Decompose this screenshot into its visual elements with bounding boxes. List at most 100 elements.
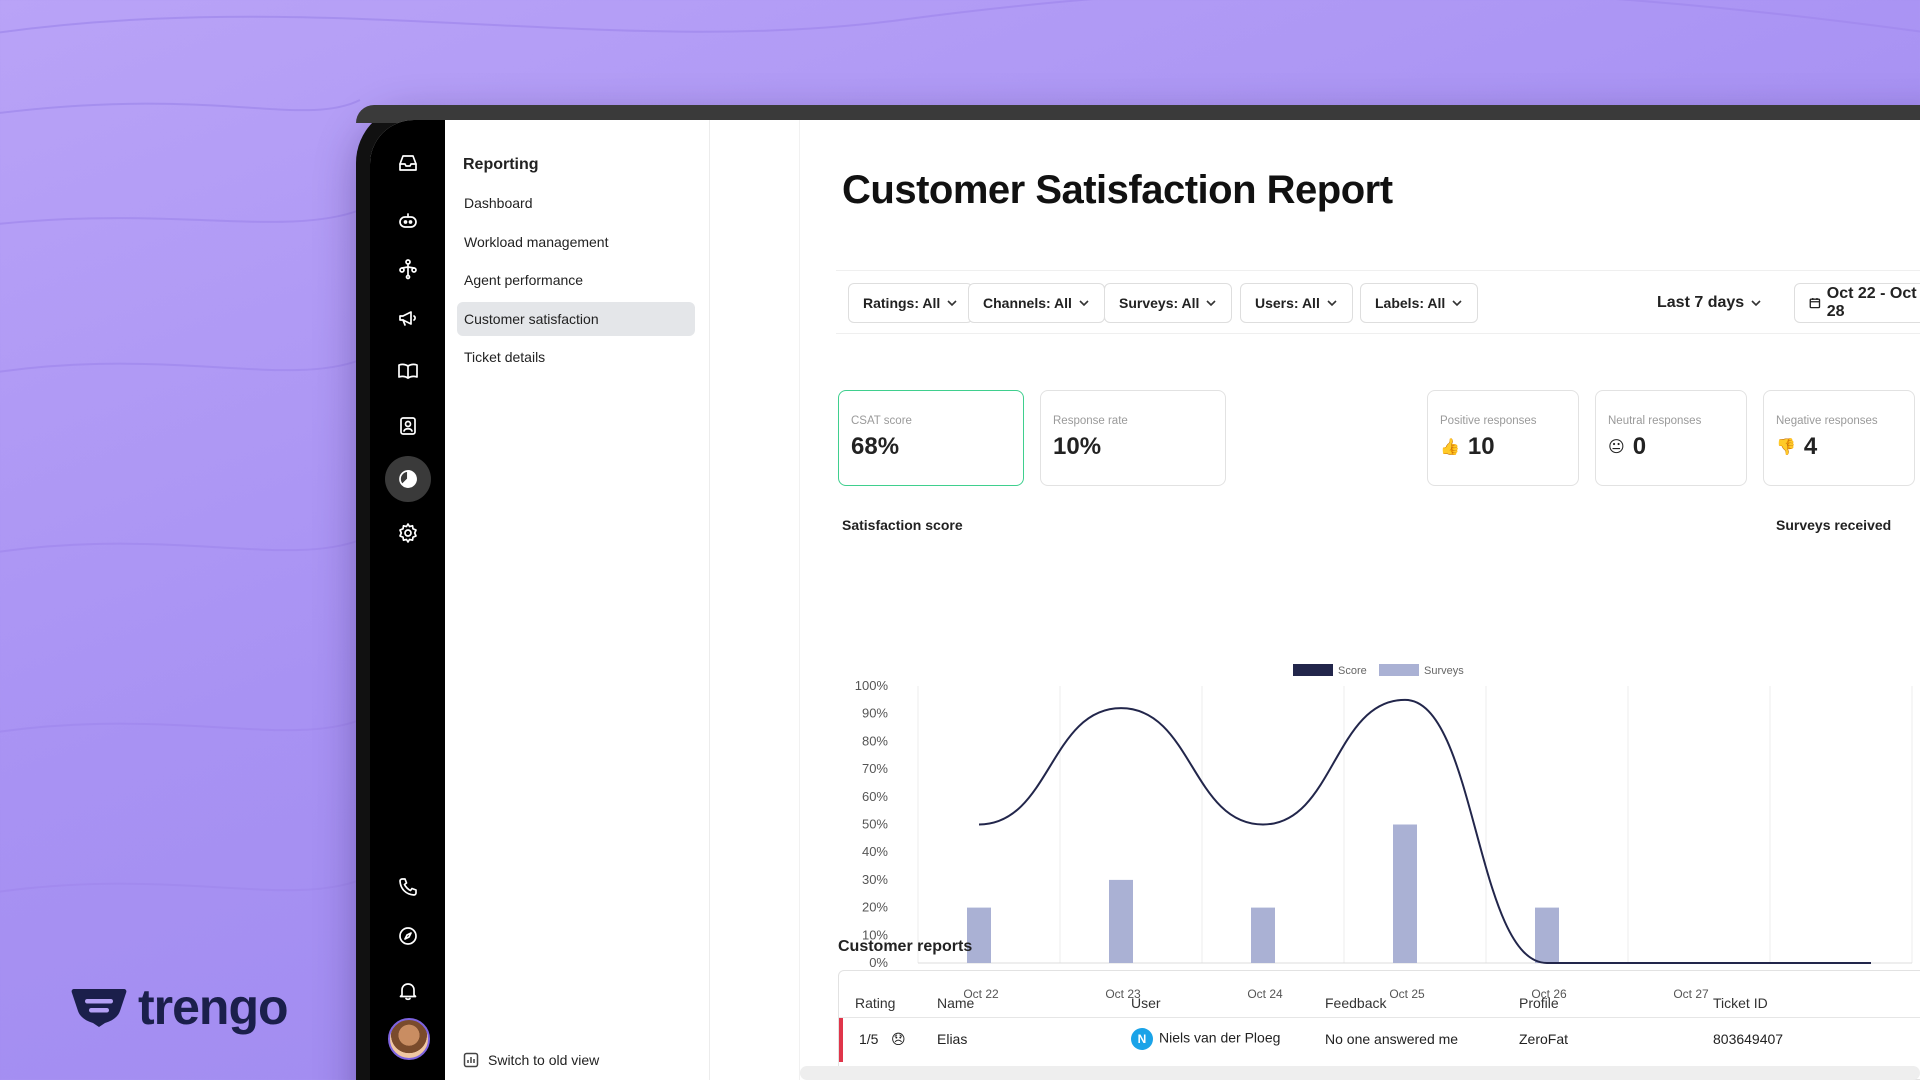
y-tick-label: 100% (855, 678, 889, 693)
col-profile[interactable]: Profile (1519, 995, 1559, 1011)
y-tick-label: 60% (862, 789, 888, 804)
x-tick-label: Oct 26 (1531, 987, 1567, 1001)
bell-icon[interactable] (385, 968, 431, 1014)
col-ticket-id[interactable]: Ticket ID (1713, 995, 1768, 1011)
response-rate-value: 10% (1053, 433, 1102, 460)
reporting-nav: Reporting Dashboard Workload management … (445, 120, 710, 1080)
horizontal-scrollbar[interactable] (800, 1066, 1920, 1080)
content-gutter (710, 120, 800, 1080)
legend-surveys-label: Surveys (1424, 665, 1464, 677)
surveys-filter[interactable]: Surveys: All (1104, 283, 1233, 323)
y-tick-label: 20% (862, 900, 888, 915)
row-rating: 1/5 (859, 1031, 879, 1047)
users-filter[interactable]: Users: All (1240, 283, 1353, 323)
neutral-responses-card[interactable]: Neutral responses 😐 0 (1595, 390, 1747, 486)
trengo-logo: trengo (70, 978, 289, 1036)
row-profile: ZeroFat (1519, 1031, 1569, 1047)
csat-score-card[interactable]: CSAT score 68% (838, 390, 1024, 486)
sad-face-icon: 😞 (891, 1031, 906, 1047)
col-feedback[interactable]: Feedback (1325, 995, 1387, 1011)
surveys-bar (967, 907, 991, 963)
legend-score-label: Score (1338, 665, 1367, 677)
nav-title: Reporting (463, 156, 539, 173)
chart-title: Satisfaction score (842, 517, 963, 533)
thumbs-down-icon: 👎 (1776, 439, 1796, 456)
thumbs-up-icon: 👍 (1440, 439, 1460, 456)
col-name[interactable]: Name (937, 995, 975, 1011)
ratings-filter-label: Ratings: All (863, 295, 941, 311)
labels-filter[interactable]: Labels: All (1360, 283, 1479, 323)
trengo-logo-icon (71, 989, 127, 1027)
nav-item-workload-management[interactable]: Workload management (464, 234, 609, 250)
customer-reports-table: Rating Name User Feedback Profile Ticket… (838, 970, 1920, 1080)
user-avatar[interactable] (388, 1018, 430, 1060)
y-tick-label: 10% (862, 927, 888, 942)
negative-responses-card[interactable]: Negative responses 👎 4 (1763, 390, 1915, 486)
table-row[interactable]: 1/5 😞 Elias N Niels van der Ploeg No one … (839, 1017, 1920, 1062)
contacts-icon[interactable] (385, 403, 431, 449)
surveys-filter-label: Surveys: All (1119, 295, 1200, 311)
y-tick-label: 40% (862, 844, 888, 859)
compass-icon[interactable] (385, 913, 431, 959)
surveys-bar (1393, 824, 1417, 963)
bot-icon[interactable] (385, 198, 431, 244)
x-tick-label: Oct 22 (963, 987, 999, 1001)
app-screen: Reporting Dashboard Workload management … (370, 120, 1920, 1080)
nav-item-dashboard[interactable]: Dashboard (464, 195, 533, 211)
period-select[interactable]: Last 7 days (1642, 283, 1778, 323)
response-rate-card[interactable]: Response rate 10% (1040, 390, 1226, 486)
neutral-responses-value: 0 (1632, 433, 1647, 460)
negative-rating-marker (839, 1018, 843, 1062)
chart-legend: Score Surveys (1293, 664, 1464, 677)
help-center-icon[interactable] (385, 348, 431, 394)
nav-item-ticket-details[interactable]: Ticket details (464, 349, 546, 365)
settings-icon[interactable] (385, 510, 431, 556)
y-tick-label: 50% (862, 817, 888, 832)
flowbot-icon[interactable] (385, 246, 431, 292)
y-tick-label: 0% (869, 955, 888, 970)
col-user[interactable]: User (1131, 995, 1161, 1011)
users-filter-label: Users: All (1255, 295, 1320, 311)
y-tick-label: 90% (862, 706, 888, 721)
col-rating[interactable]: Rating (855, 995, 896, 1011)
x-tick-label: Oct 25 (1389, 987, 1425, 1001)
row-name: Elias (937, 1031, 968, 1047)
nav-item-customer-satisfaction[interactable]: Customer satisfaction (457, 302, 695, 336)
broadcast-icon[interactable] (385, 295, 431, 341)
y-tick-label: 70% (862, 761, 888, 776)
chevron-down-icon (1452, 300, 1462, 307)
chevron-down-icon (1751, 300, 1761, 307)
reporting-icon[interactable] (385, 456, 431, 502)
device-bezel-top (356, 105, 1920, 123)
phone-icon[interactable] (385, 864, 431, 910)
switch-old-view-link[interactable]: Switch to old view (463, 1052, 599, 1068)
chevron-down-icon (947, 300, 957, 307)
user-initial-badge: N (1131, 1028, 1153, 1050)
channels-filter[interactable]: Channels: All (968, 283, 1105, 323)
bar-chart-icon (463, 1052, 479, 1068)
nav-item-agent-performance[interactable]: Agent performance (464, 272, 584, 288)
csat-score-label: CSAT score (851, 415, 912, 427)
chevron-down-icon (1206, 300, 1216, 307)
chevron-down-icon (1327, 300, 1337, 307)
chart-right-axis-title: Surveys received (1776, 517, 1892, 533)
inbox-icon[interactable] (385, 140, 431, 186)
trengo-logo-text: trengo (138, 979, 289, 1035)
y-tick-label: 80% (862, 733, 888, 748)
row-ticket-id[interactable]: 803649407 (1713, 1031, 1784, 1047)
page-title: Customer Satisfaction Report (842, 168, 1393, 212)
positive-responses-label: Positive responses (1440, 415, 1537, 427)
x-tick-label: Oct 24 (1247, 987, 1283, 1001)
y-tick-label: 30% (862, 872, 888, 887)
date-range-picker[interactable]: Oct 22 - Oct 28 (1794, 283, 1920, 323)
surveys-bar (1535, 907, 1559, 963)
x-tick-label: Oct 27 (1673, 987, 1709, 1001)
positive-responses-value: 10 (1467, 433, 1495, 460)
ratings-filter[interactable]: Ratings: All (848, 283, 974, 323)
date-range-label: Oct 22 - Oct 28 (1826, 285, 1917, 320)
customer-reports-title: Customer reports (838, 938, 973, 955)
score-line (978, 698, 1871, 965)
positive-responses-card[interactable]: Positive responses 👍 10 (1427, 390, 1579, 486)
legend-surveys-swatch (1379, 664, 1419, 676)
